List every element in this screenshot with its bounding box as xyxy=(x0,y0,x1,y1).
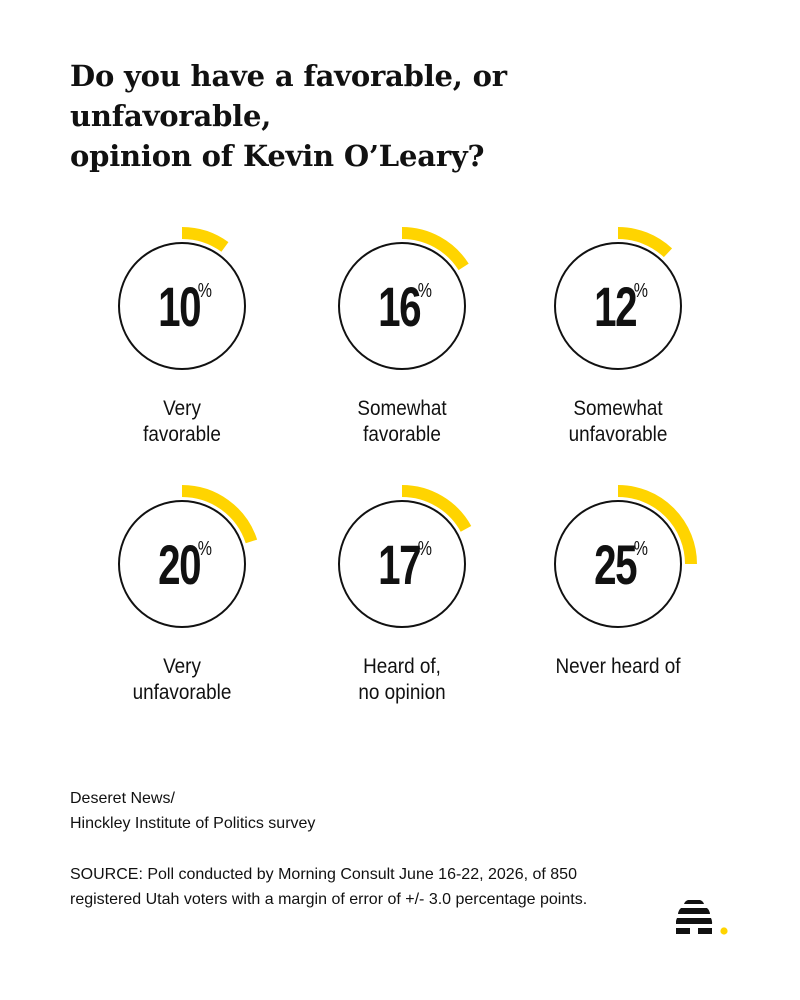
gauge-svg xyxy=(338,227,469,370)
credit-line-2: Hinckley Institute of Politics survey xyxy=(70,815,316,832)
gauge-arc xyxy=(617,485,697,565)
gauge-value-number: 25 xyxy=(594,533,637,596)
gauge-ring xyxy=(338,500,466,628)
gauge-svg xyxy=(554,227,682,370)
gauge-svg xyxy=(338,485,472,628)
title-line-2: opinion of Kevin O’Leary? xyxy=(70,139,485,173)
gauge-value: 16% xyxy=(302,274,502,339)
gauge-ring xyxy=(554,242,682,370)
gauge-2: 16% Somewhat favorable xyxy=(302,227,502,460)
gauge-label-line: Heard of, xyxy=(363,655,441,678)
gauge-grid: 10% Very favorable 16% Somewhat favorable 12% S… xyxy=(82,227,718,718)
gauge-label-line: favorable xyxy=(363,423,441,446)
gauge-label: Very unfavorable xyxy=(92,654,272,706)
gauge-value: 12% xyxy=(518,274,718,339)
gauge-value: 20% xyxy=(82,532,282,597)
gauge-label-line: no opinion xyxy=(358,681,446,704)
gauge-ring xyxy=(118,242,246,370)
gauge-label-line: Very xyxy=(163,397,201,420)
gauge-ring xyxy=(118,500,246,628)
gauge-svg xyxy=(118,227,246,370)
gauge-label-line: Somewhat xyxy=(573,397,663,420)
gauge-1: 10% Very favorable xyxy=(82,227,282,460)
percent-sign: % xyxy=(634,538,649,560)
credit: Deseret News/ Hinckley Institute of Poli… xyxy=(70,786,315,836)
title-line-1: Do you have a favorable, or unfavorable, xyxy=(70,59,507,133)
gauge-value-number: 10 xyxy=(158,275,201,338)
gauge-arc xyxy=(401,227,469,271)
gauge-label-line: Somewhat xyxy=(357,397,447,420)
gauge-arc xyxy=(181,227,229,252)
chart-title: Do you have a favorable, or unfavorable,… xyxy=(70,56,710,176)
gauge-ring xyxy=(338,242,466,370)
gauge-label-line: Never heard of xyxy=(555,655,681,678)
gauge-arc xyxy=(401,485,472,532)
gauge-value-number: 12 xyxy=(594,275,637,338)
gauge-label: Somewhat unfavorable xyxy=(528,396,708,448)
gauge-6: 25% Never heard of xyxy=(518,485,718,718)
gauge-arc xyxy=(181,485,258,544)
gauge-ring xyxy=(554,500,682,628)
source-note: SOURCE: Poll conducted by Morning Consul… xyxy=(70,866,588,908)
gauge-value: 10% xyxy=(82,274,282,339)
percent-sign: % xyxy=(198,538,213,560)
gauge-label: Very favorable xyxy=(92,396,272,448)
gauge-value: 25% xyxy=(518,532,718,597)
gauge-label: Never heard of xyxy=(528,654,708,680)
gauge-3: 12% Somewhat unfavorable xyxy=(518,227,718,460)
gauge-label-line: Very xyxy=(163,655,201,678)
gauge-svg xyxy=(554,485,697,628)
beehive-icon xyxy=(675,900,728,935)
gauge-label-line: unfavorable xyxy=(568,423,668,446)
percent-sign: % xyxy=(634,280,649,302)
gauge-label-line: unfavorable xyxy=(132,681,232,704)
gauge-label: Heard of, no opinion xyxy=(312,654,492,706)
gauge-svg xyxy=(118,485,258,628)
gauge-label: Somewhat favorable xyxy=(312,396,492,448)
gauge-label-line: favorable xyxy=(143,423,221,446)
percent-sign: % xyxy=(198,280,213,302)
gauge-value: 17% xyxy=(302,532,502,597)
gauge-value-number: 17 xyxy=(378,533,421,596)
percent-sign: % xyxy=(418,538,433,560)
beehive-logo xyxy=(675,896,736,945)
gauge-5: 17% Heard of, no opinion xyxy=(302,485,502,718)
gauge-value-number: 16 xyxy=(378,275,421,338)
gauge-value-number: 20 xyxy=(158,533,201,596)
credit-line-1: Deseret News/ xyxy=(70,790,175,807)
gauge-arc xyxy=(617,227,673,258)
gauge-4: 20% Very unfavorable xyxy=(82,485,282,718)
percent-sign: % xyxy=(418,280,433,302)
